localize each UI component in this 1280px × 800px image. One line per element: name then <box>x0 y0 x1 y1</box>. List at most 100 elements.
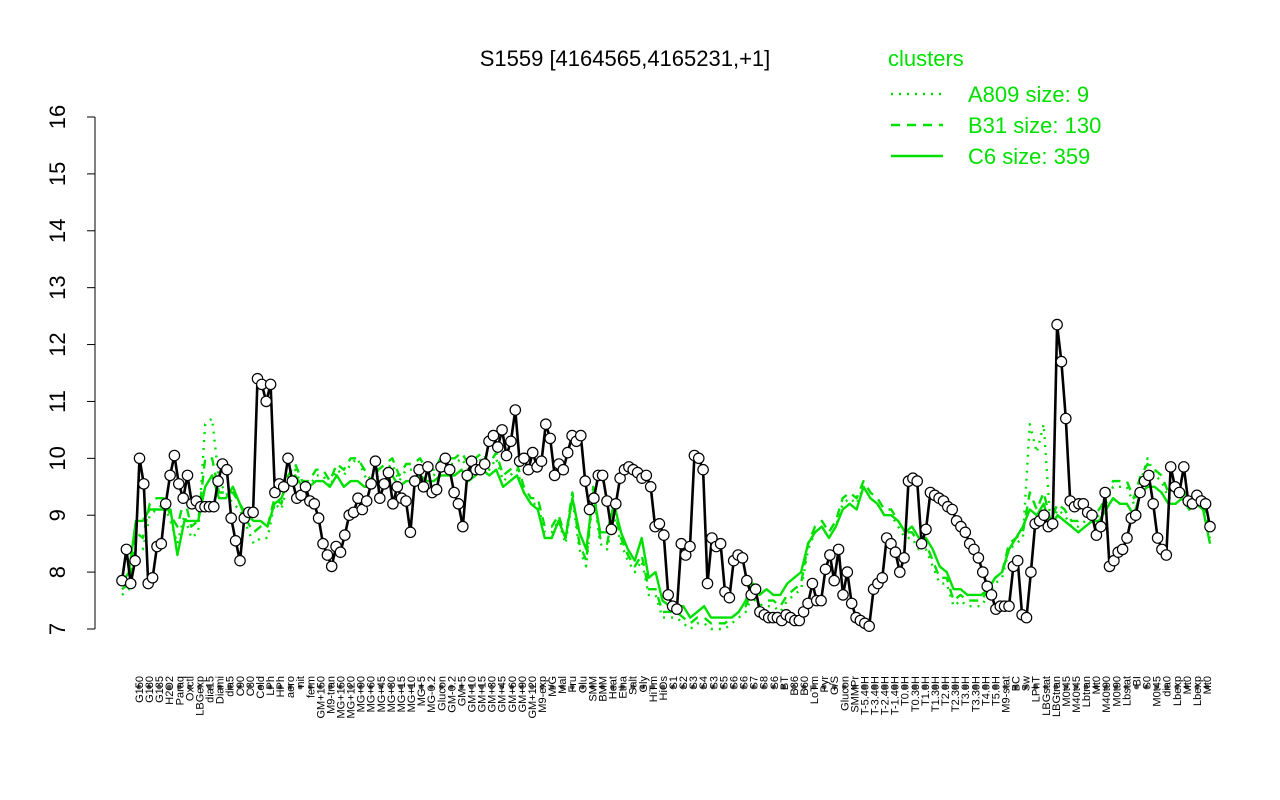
data-point <box>225 512 237 524</box>
x-tick-label: M40t45 <box>1071 676 1083 713</box>
data-point <box>277 480 290 493</box>
x-tick <box>539 684 545 690</box>
data-point <box>701 577 714 590</box>
x-tick-label: Glucon <box>436 676 448 711</box>
data-point <box>684 540 696 553</box>
data-point <box>946 503 958 516</box>
x-tick-label: S4 <box>698 676 710 689</box>
x-tick <box>136 684 142 690</box>
x-tick <box>1093 684 1099 690</box>
x-tick-label: M9-stat <box>1001 676 1013 713</box>
data-point <box>692 452 705 465</box>
points-layer <box>116 318 1216 632</box>
data-point <box>338 529 351 541</box>
x-tick <box>489 684 494 690</box>
x-tick-label: GM+45 <box>497 676 509 712</box>
data-point <box>1134 486 1146 499</box>
x-tick-label: S8 <box>759 676 771 689</box>
x-tick <box>428 684 434 690</box>
x-tick-label: G180 <box>144 676 156 703</box>
data-point <box>959 526 972 539</box>
data-point <box>657 529 670 541</box>
x-tick-label: Cold <box>255 676 267 699</box>
data-point <box>360 495 373 507</box>
x-tick-label: M0t90 <box>1111 676 1123 707</box>
x-tick <box>1033 684 1039 690</box>
data-point <box>723 591 736 604</box>
x-tick-label: Diami <box>215 676 227 704</box>
x-tick <box>348 684 353 690</box>
x-tick <box>751 684 756 690</box>
data-point <box>535 455 548 467</box>
x-tick <box>338 684 343 690</box>
data-point <box>391 480 404 493</box>
data-point <box>321 549 334 561</box>
data-point <box>837 589 849 601</box>
data-point <box>286 475 299 487</box>
x-tick-label: T0.0H <box>900 676 912 706</box>
x-tick-label: MG+60 <box>366 676 378 712</box>
x-tick-label: M9-tran <box>325 676 337 714</box>
x-tick <box>811 684 817 690</box>
legend-entry-label: B31 size: 130 <box>968 113 1101 138</box>
x-tick <box>1144 684 1149 690</box>
data-point <box>644 480 657 493</box>
x-tick-label: Glu <box>577 676 589 693</box>
x-tick-label: MG+120 <box>346 676 358 719</box>
x-tick-label: GM+120 <box>527 676 539 719</box>
x-tick <box>146 684 152 690</box>
data-point <box>1164 461 1177 473</box>
x-tick-label: Paraq <box>174 676 186 705</box>
x-tick-label: S5 <box>718 676 730 689</box>
x-tick-label: SMM <box>587 676 599 702</box>
x-tick-label: Oxctl <box>184 676 196 701</box>
data-point <box>1051 318 1063 331</box>
x-tick <box>690 684 696 690</box>
x-tick-label: H2O2 <box>164 676 176 705</box>
x-tick-label: M0t45 <box>1061 676 1073 707</box>
x-tick-label: Etha <box>618 675 630 699</box>
data-point <box>260 395 272 408</box>
x-tick <box>922 684 928 690</box>
data-point <box>1160 549 1173 561</box>
x-tick-label: HiOs <box>658 676 670 701</box>
x-tick <box>237 684 243 690</box>
x-tick <box>277 684 283 690</box>
x-tick-label: S2 <box>678 676 690 689</box>
data-point <box>234 554 246 567</box>
data-point <box>404 526 417 539</box>
x-tick <box>731 684 736 690</box>
x-tick-label: GM+5 <box>456 676 468 706</box>
x-tick <box>1073 684 1079 690</box>
x-tick <box>620 684 625 690</box>
x-tick <box>791 684 797 690</box>
data-point <box>1086 509 1098 521</box>
x-tick <box>217 684 223 690</box>
x-tick-label: Lbexp <box>1192 676 1204 706</box>
data-point <box>1199 497 1212 510</box>
y-tick-label: 16 <box>45 105 70 129</box>
x-tick-label: T5.0H <box>990 676 1002 706</box>
x-tick <box>902 684 908 690</box>
x-tick-label: M9-exp <box>537 676 549 713</box>
data-point <box>548 469 561 482</box>
x-tick-label: Mal <box>557 676 569 694</box>
x-tick-label: GM+10 <box>467 676 479 712</box>
data-point <box>1046 517 1059 530</box>
data-point <box>1121 532 1133 544</box>
data-point <box>819 563 832 576</box>
x-tick-label: HPh <box>275 676 287 697</box>
x-tick <box>952 684 958 690</box>
x-tick <box>1113 684 1119 690</box>
x-tick <box>1124 684 1129 690</box>
x-tick <box>1184 684 1190 690</box>
data-point <box>1003 600 1015 612</box>
data-point <box>749 583 762 595</box>
x-tick <box>862 684 867 690</box>
x-tick-label: T1.0H <box>920 676 932 706</box>
data-point <box>579 475 591 487</box>
x-tick-label: Mt0 <box>1091 676 1103 694</box>
data-point <box>334 546 347 558</box>
data-point <box>1173 486 1186 499</box>
data-point <box>369 455 382 467</box>
